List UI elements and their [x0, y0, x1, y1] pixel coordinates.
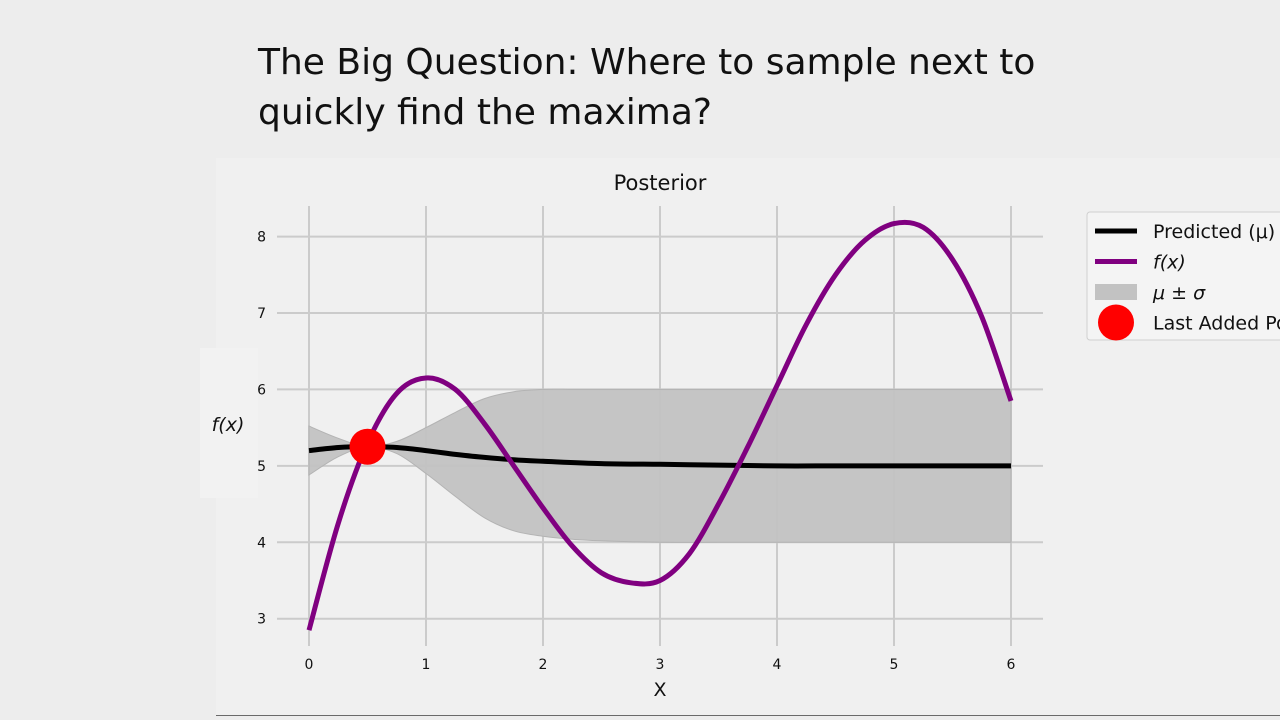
y-tick-label: 8 [257, 230, 266, 246]
legend-swatch-marker [1098, 304, 1134, 341]
tick-labels: 0 1 2 3 4 5 6 3 4 5 6 7 8 [257, 230, 1015, 673]
points [349, 428, 386, 465]
legend-label: f(x) [1153, 252, 1186, 274]
legend-label: μ ± σ [1152, 282, 1206, 304]
last-added-point [349, 428, 386, 465]
predicted-mean-line [308, 444, 1011, 469]
true-function-line [306, 219, 1014, 631]
y-axis-label: f(x) [212, 414, 245, 436]
chart-title: Posterior [614, 171, 707, 195]
x-tick-label: 0 [305, 657, 314, 673]
y-tick-label: 7 [257, 306, 266, 322]
y-tick-label: 4 [257, 535, 266, 551]
legend-box [1086, 211, 1280, 341]
x-tick-label: 6 [1007, 657, 1016, 673]
x-tick-label: 5 [890, 657, 899, 673]
x-tick-label: 3 [656, 657, 665, 673]
legend-label: Predicted (μ) [1153, 221, 1275, 243]
legend-label: Last Added Po [1153, 313, 1280, 335]
bottom-rule [216, 715, 1280, 716]
y-tick-label: 3 [257, 612, 266, 628]
y-tick-label: 6 [257, 382, 266, 398]
x-tick-label: 2 [539, 657, 548, 673]
x-tick-label: 4 [773, 657, 782, 673]
series [306, 219, 1014, 631]
x-tick-label: 1 [422, 657, 431, 673]
legend-swatch-band [1095, 284, 1137, 300]
x-axis-label: X [653, 679, 666, 701]
legend: Predicted (μ) f(x) μ ± σ Last Added Po [1086, 211, 1280, 341]
y-tick-label: 5 [257, 459, 266, 475]
slide-title: The Big Question: Where to sample next t… [258, 42, 1036, 133]
ylabel-panel [200, 348, 258, 498]
